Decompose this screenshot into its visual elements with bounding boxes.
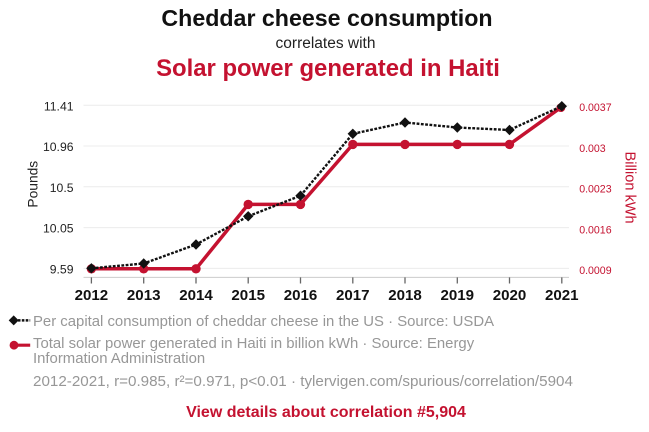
- svg-text:0.003: 0.003: [579, 143, 606, 155]
- svg-text:0.0037: 0.0037: [579, 102, 612, 114]
- svg-text:10.5: 10.5: [50, 181, 74, 195]
- svg-text:11.41: 11.41: [44, 99, 74, 113]
- svg-text:0.0009: 0.0009: [579, 265, 612, 277]
- svg-text:Pounds: Pounds: [26, 161, 41, 208]
- svg-text:2014: 2014: [179, 287, 213, 304]
- svg-text:2018: 2018: [388, 287, 422, 304]
- svg-text:10.96: 10.96: [43, 140, 74, 154]
- svg-text:2019: 2019: [441, 287, 475, 304]
- svg-text:2015: 2015: [231, 287, 265, 304]
- svg-text:0.0023: 0.0023: [579, 184, 612, 196]
- svg-text:2012: 2012: [75, 287, 109, 304]
- svg-text:9.59: 9.59: [50, 263, 74, 277]
- svg-text:2021: 2021: [545, 287, 579, 304]
- svg-text:2013: 2013: [127, 287, 161, 304]
- svg-text:2020: 2020: [493, 287, 527, 304]
- svg-text:2017: 2017: [336, 287, 370, 304]
- svg-text:10.05: 10.05: [43, 222, 74, 236]
- svg-text:0.0016: 0.0016: [579, 224, 612, 236]
- svg-text:Billion kWh: Billion kWh: [622, 152, 638, 224]
- svg-text:2016: 2016: [284, 287, 318, 304]
